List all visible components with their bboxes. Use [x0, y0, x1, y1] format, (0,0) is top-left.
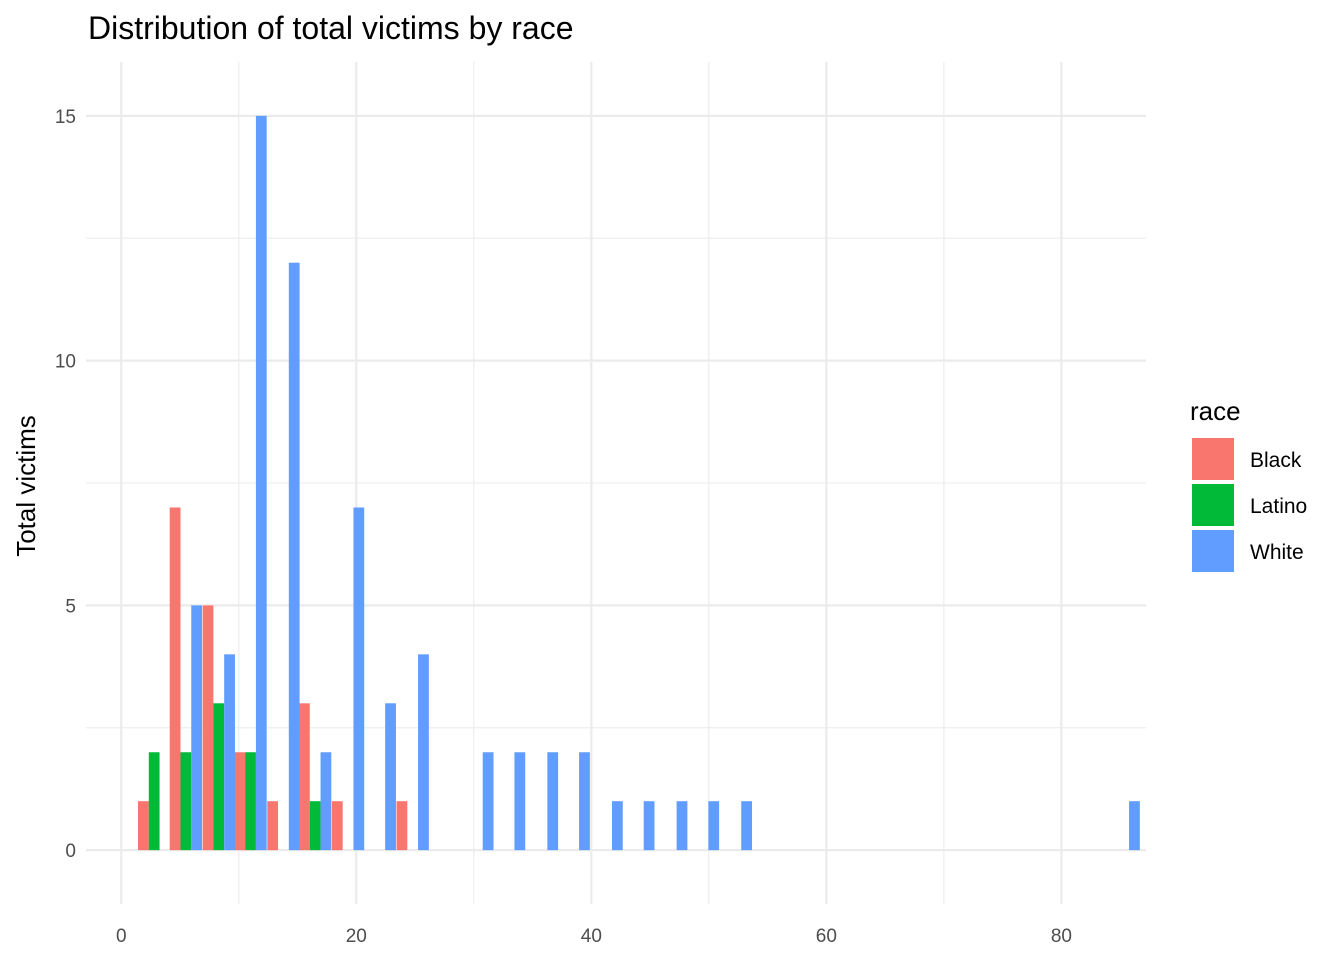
bar-black [267, 801, 279, 851]
x-tick-label: 40 [581, 926, 602, 947]
legend-title: race [1190, 396, 1241, 426]
bar-white [288, 262, 300, 851]
bar-white [547, 752, 559, 851]
x-tick-label: 20 [346, 926, 367, 947]
bar-white [1129, 801, 1140, 851]
bar-black [298, 703, 310, 851]
bar-latino [180, 752, 192, 851]
legend-label-latino: Latino [1250, 495, 1307, 518]
bar-black [202, 605, 214, 851]
legend-label-white: White [1250, 541, 1304, 564]
bar-latino [245, 752, 256, 851]
legend-key-latino [1192, 484, 1234, 526]
tick-labels: 0 20 40 60 80 0 5 10 15 [55, 107, 1072, 947]
bar-black [396, 801, 408, 851]
bar-latino [309, 801, 321, 851]
legend-label-black: Black [1250, 449, 1302, 472]
bar-black [331, 801, 343, 851]
legend-key-black [1192, 438, 1234, 480]
bar-black [234, 752, 246, 851]
bar-white [579, 752, 590, 851]
bar-white [191, 605, 203, 851]
x-tick-label: 60 [816, 926, 837, 947]
bar-white [320, 752, 332, 851]
bar-white [741, 801, 753, 851]
legend-key-white [1192, 530, 1234, 572]
bar-white [418, 654, 429, 851]
bars [138, 115, 1140, 851]
y-tick-label: 15 [55, 107, 76, 128]
bar-black [169, 507, 181, 851]
y-axis-title: Total victims [11, 415, 41, 557]
bar-white [353, 507, 365, 851]
x-tick-label: 80 [1051, 926, 1072, 947]
bar-white [676, 801, 688, 851]
bar-white [611, 801, 623, 851]
bar-latino [213, 703, 225, 851]
bar-white [643, 801, 655, 851]
y-tick-label: 0 [65, 841, 76, 862]
bar-white [255, 115, 267, 851]
y-tick-label: 10 [55, 352, 76, 373]
chart-title: Distribution of total victims by race [88, 10, 574, 46]
bar-white [708, 801, 720, 851]
bar-white [224, 654, 235, 851]
bar-latino [148, 752, 160, 851]
bar-white [482, 752, 494, 851]
bar-white [514, 752, 526, 851]
bar-black [138, 801, 149, 851]
bar-white [385, 703, 396, 851]
x-tick-label: 0 [116, 926, 127, 947]
y-tick-label: 5 [65, 596, 76, 617]
legend: race Black Latino White [1190, 396, 1307, 572]
